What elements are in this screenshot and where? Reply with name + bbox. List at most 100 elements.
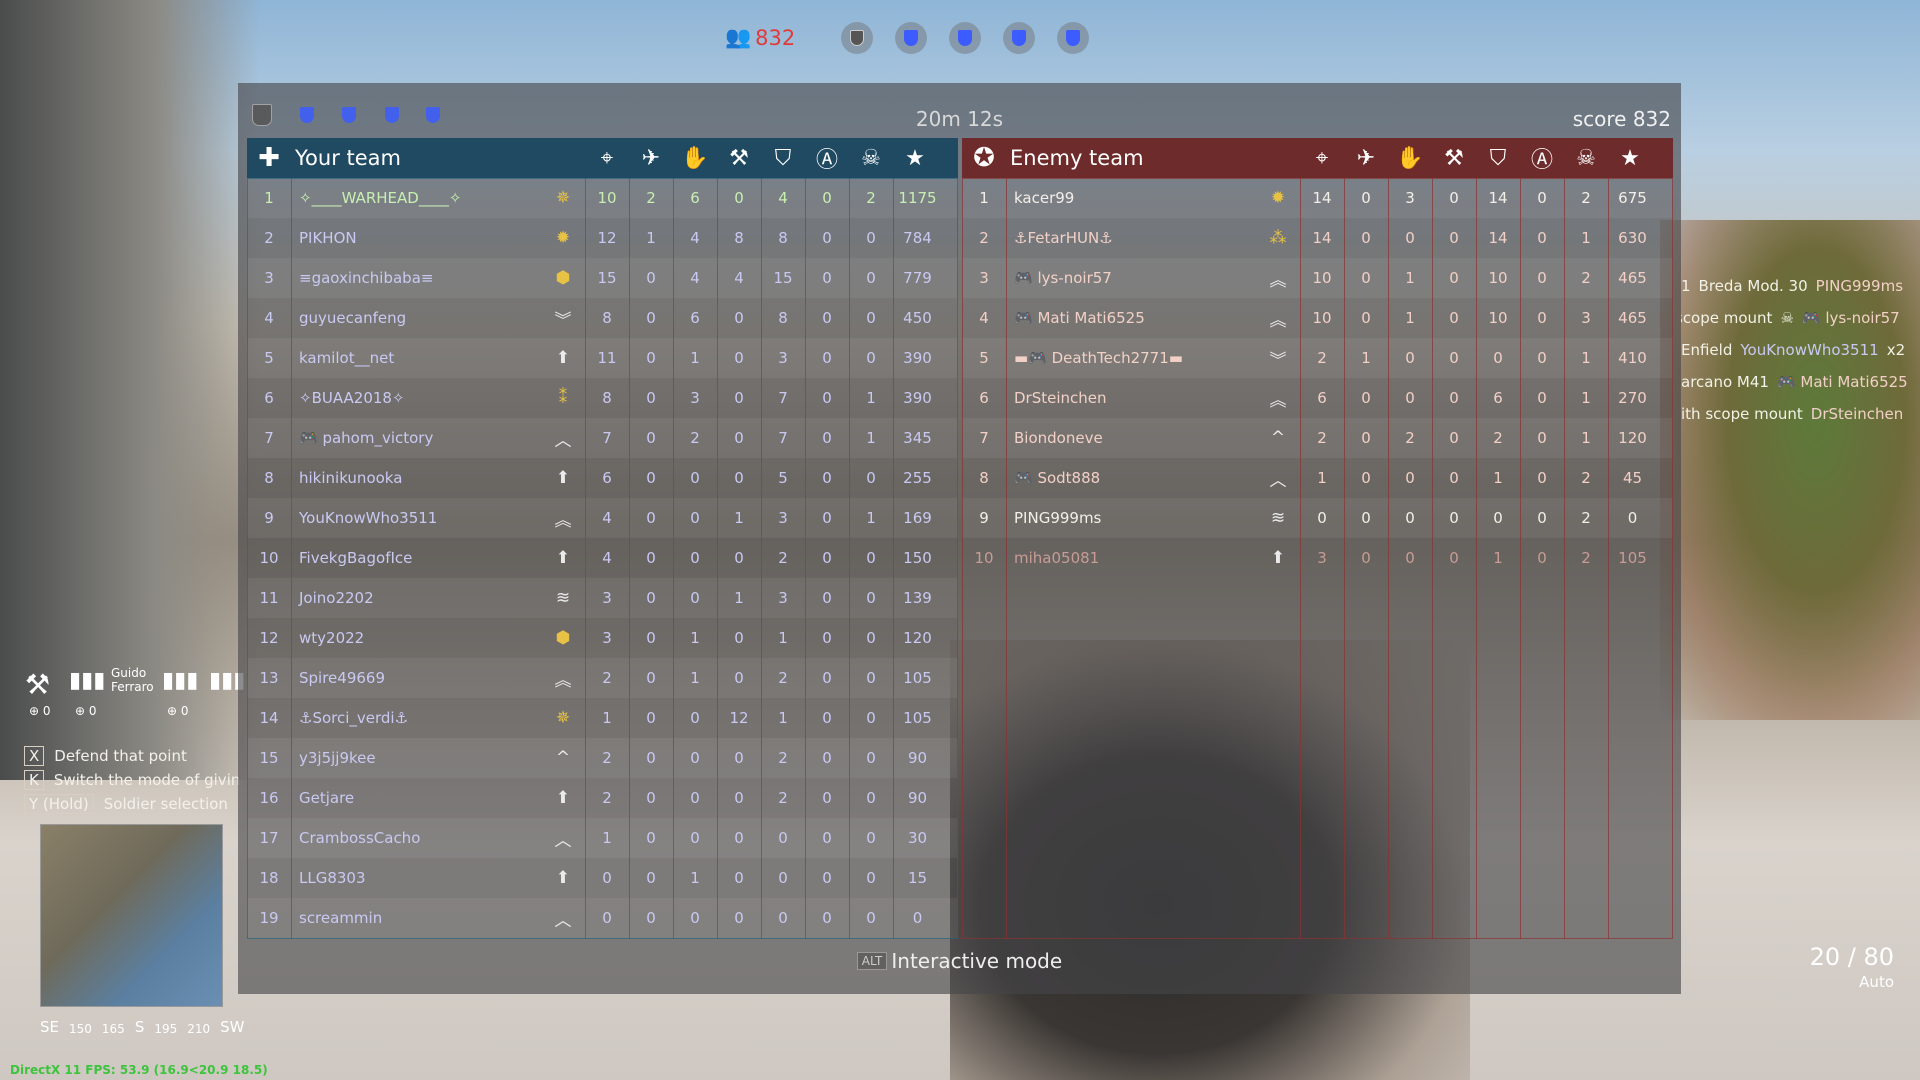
player-row[interactable]: 2 PIKHON ✹ 12 1 4 8 8 0 0 784 <box>247 218 958 258</box>
player-name[interactable]: y3j5jj9kee <box>299 749 376 767</box>
vehicle-kill-icon[interactable]: ✈ <box>1356 145 1376 171</box>
player-name[interactable]: CrambossCacho <box>299 829 421 847</box>
player-name[interactable]: ⚓Sorci_verdi⚓ <box>299 709 409 727</box>
player-row[interactable]: 6 ✧BUAA2018✧ ⁑ 8 0 3 0 7 0 1 390 <box>247 378 958 418</box>
player-name[interactable]: wty2022 <box>299 629 365 647</box>
stat-wrench: 0 <box>734 389 744 407</box>
player-row[interactable]: 7 🎮 pahom_victory ︿ 7 0 2 0 7 0 1 345 <box>247 418 958 458</box>
gold-hex-rank-icon: ⬢ <box>555 628 571 648</box>
player-row[interactable]: 17 CrambossCacho ︿ 1 0 0 0 0 0 0 30 <box>247 818 958 858</box>
player-name[interactable]: hikinikunooka <box>299 469 403 487</box>
player-name[interactable]: LLG8303 <box>299 869 366 887</box>
player-name[interactable]: FivekgBagofIce <box>299 549 413 567</box>
player-name[interactable]: guyuecanfeng <box>299 309 407 327</box>
player-row[interactable]: 13 Spire49669 ︽ 2 0 1 0 2 0 0 105 <box>247 658 958 698</box>
player-row[interactable]: 6 DrSteinchen ︽ 6 0 0 0 6 0 1 270 <box>962 378 1673 418</box>
player-row[interactable]: 7 Biondoneve ^ 2 0 2 0 2 0 1 120 <box>962 418 1673 458</box>
player-row[interactable]: 16 Getjare ⬆ 2 0 0 0 2 0 0 90 <box>247 778 958 818</box>
match-timer: 20m 12s <box>915 107 1004 131</box>
gold-star-rank-icon: ✵ <box>555 188 571 208</box>
player-row[interactable]: 9 YouKnowWho3511 ︽ 4 0 0 1 3 0 1 169 <box>247 498 958 538</box>
player-row[interactable]: 5 ▬🎮 DeathTech2771▬ ︾ 2 1 0 0 0 0 1 410 <box>962 338 1673 378</box>
shield-a-icon[interactable]: ⛉ <box>1489 145 1507 171</box>
player-row[interactable]: 18 LLG8303 ⬆ 0 0 1 0 0 0 0 15 <box>247 858 958 898</box>
star-icon[interactable]: ★ <box>1620 145 1640 171</box>
player-row[interactable]: 11 Joino2202 ≋ 3 0 0 1 3 0 0 139 <box>247 578 958 618</box>
player-row[interactable]: 19 screammin ︿ 0 0 0 0 0 0 0 0 <box>247 898 958 938</box>
crosshair-icon[interactable]: ⌖ <box>1315 145 1329 171</box>
players-remaining: 👥 832 <box>725 25 796 50</box>
player-name[interactable]: Spire49669 <box>299 669 385 687</box>
player-row[interactable]: 5 kamilot__net ⬆ 11 0 1 0 3 0 0 390 <box>247 338 958 378</box>
player-name[interactable]: 🎮 lys-noir57 <box>1014 269 1112 287</box>
minimap[interactable] <box>40 824 223 1007</box>
player-row[interactable]: 3 ≡gaoxinchibaba≡ ⬢ 15 0 4 4 15 0 0 779 <box>247 258 958 298</box>
player-name[interactable]: Getjare <box>299 789 355 807</box>
stat-assist-hand: 0 <box>1405 389 1415 407</box>
circle-a-icon[interactable]: Ⓐ <box>1530 148 1553 173</box>
orders-list: X Defend that point K Switch the mode of g… <box>24 744 240 816</box>
player-name[interactable]: Biondoneve <box>1014 429 1103 447</box>
killfeed-entry: scope mount ☠ 🎮 lys-noir57 <box>1681 309 1900 327</box>
skull-icon[interactable]: ☠ <box>861 145 881 171</box>
player-row[interactable]: 12 wty2022 ⬢ 3 0 1 0 1 0 0 120 <box>247 618 958 658</box>
player-name[interactable]: miha05081 <box>1014 549 1100 567</box>
crosshair-icon[interactable]: ⌖ <box>600 145 614 171</box>
player-row[interactable]: 4 🎮 Mati Mati6525 ︽ 10 0 1 0 10 0 3 465 <box>962 298 1673 338</box>
stat-wrench: 0 <box>1449 469 1459 487</box>
player-row[interactable]: 4 guyuecanfeng ︾ 8 0 6 0 8 0 0 450 <box>247 298 958 338</box>
player-name[interactable]: ✧BUAA2018✧ <box>299 389 405 407</box>
player-name[interactable]: YouKnowWho3511 <box>299 509 438 527</box>
player-name[interactable]: screammin <box>299 909 383 927</box>
player-row[interactable]: 3 🎮 lys-noir57 ︽ 10 0 1 0 10 0 2 465 <box>962 258 1673 298</box>
stat-skull: 0 <box>866 349 876 367</box>
player-name[interactable]: PIKHON <box>299 229 357 247</box>
player-name[interactable]: kamilot__net <box>299 349 395 367</box>
stat-crosshair: 2 <box>1317 429 1327 447</box>
wrench-icon[interactable]: ⚒ <box>1444 145 1464 171</box>
player-row[interactable]: 10 miha05081 ⬆ 3 0 0 0 1 0 2 105 <box>962 538 1673 578</box>
player-name[interactable]: ▬🎮 DeathTech2771▬ <box>1014 349 1183 367</box>
player-name[interactable]: ≡gaoxinchibaba≡ <box>299 269 434 287</box>
stat-assist-hand: 6 <box>690 309 700 327</box>
stat-assist-hand: 1 <box>1405 269 1415 287</box>
player-name[interactable]: kacer99 <box>1014 189 1075 207</box>
assist-hand-icon[interactable]: ✋ <box>681 145 709 171</box>
player-row[interactable]: 1 kacer99 ✹ 14 0 3 0 14 0 2 675 <box>962 178 1673 218</box>
skull-icon[interactable]: ☠ <box>1576 145 1596 171</box>
assist-hand-icon[interactable]: ✋ <box>1396 145 1424 171</box>
stat-wrench: 0 <box>1449 509 1459 527</box>
player-position: 7 <box>264 429 274 447</box>
circle-a-icon[interactable]: Ⓐ <box>815 148 838 173</box>
player-row[interactable]: 8 hikinikunooka ⬆ 6 0 0 0 5 0 0 255 <box>247 458 958 498</box>
player-name[interactable]: 🎮 pahom_victory <box>299 429 434 447</box>
skull-icon: ☠ <box>1780 309 1794 327</box>
stat-wrench: 0 <box>1449 189 1459 207</box>
player-position: 4 <box>979 309 989 327</box>
player-name[interactable]: 🎮 Mati Mati6525 <box>1014 309 1145 327</box>
player-position: 8 <box>264 469 274 487</box>
stat-vehicle-kill: 0 <box>646 869 656 887</box>
player-name[interactable]: PING999ms <box>1014 509 1102 527</box>
player-row[interactable]: 2 ⚓FetarHUN⚓ ⁂ 14 0 0 0 14 0 1 630 <box>962 218 1673 258</box>
stat-assist-hand: 2 <box>690 429 700 447</box>
wrench-icon[interactable]: ⚒ <box>729 145 749 171</box>
vehicle-kill-icon[interactable]: ✈ <box>641 145 661 171</box>
compass: SE 150 165 S 195 210 SW <box>40 1018 245 1036</box>
player-row[interactable]: 9 PING999ms ≋ 0 0 0 0 0 0 2 0 <box>962 498 1673 538</box>
stat-vehicle-kill: 0 <box>646 269 656 287</box>
player-row[interactable]: 8 🎮 Sodt888 ︿ 1 0 0 0 1 0 2 45 <box>962 458 1673 498</box>
star-icon[interactable]: ★ <box>905 145 925 171</box>
player-name[interactable]: Joino2202 <box>299 589 374 607</box>
shield-a-icon[interactable]: ⛉ <box>774 145 792 171</box>
stat-assist-hand: 0 <box>690 709 700 727</box>
player-name[interactable]: DrSteinchen <box>1014 389 1107 407</box>
player-row[interactable]: 1 ✧____WARHEAD____✧ ✵ 10 2 6 0 4 0 2 1175 <box>247 178 958 218</box>
player-name[interactable]: ✧____WARHEAD____✧ <box>299 189 462 207</box>
player-name[interactable]: 🎮 Sodt888 <box>1014 469 1101 487</box>
player-row[interactable]: 15 y3j5jj9kee ^ 2 0 0 0 2 0 0 90 <box>247 738 958 778</box>
player-row[interactable]: 10 FivekgBagofIce ⬆ 4 0 0 0 2 0 0 150 <box>247 538 958 578</box>
player-name[interactable]: ⚓FetarHUN⚓ <box>1014 229 1113 247</box>
player-row[interactable]: 14 ⚓Sorci_verdi⚓ ✵ 1 0 0 12 1 0 0 105 <box>247 698 958 738</box>
stat-shield-a: 0 <box>1493 509 1503 527</box>
